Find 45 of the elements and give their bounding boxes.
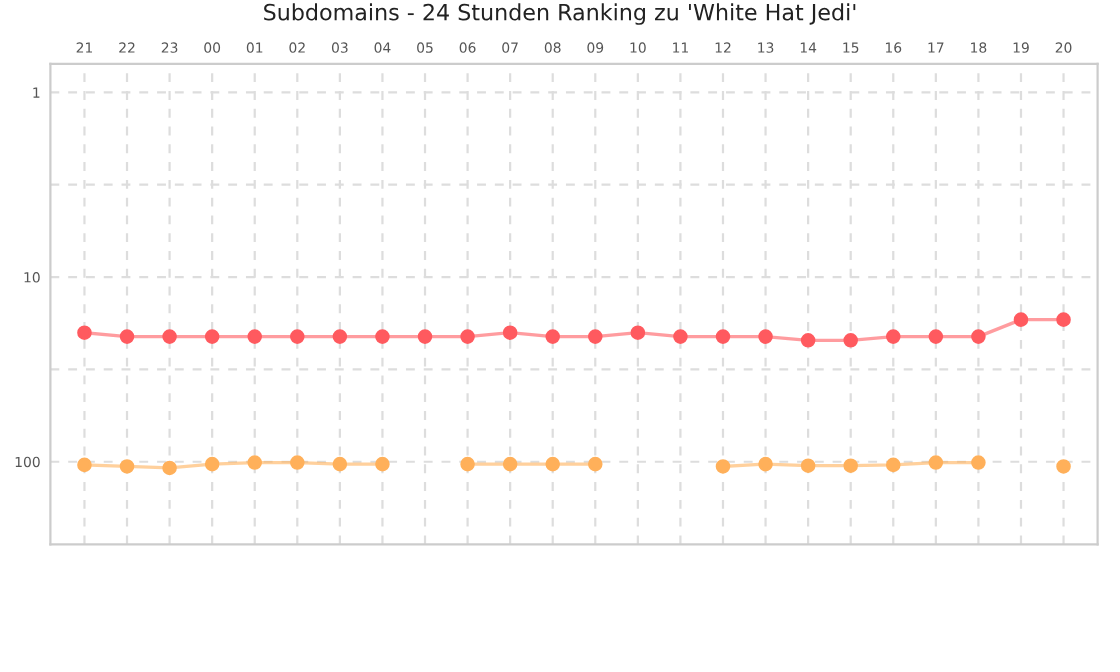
point [375, 329, 390, 344]
point [290, 329, 305, 344]
point [332, 329, 348, 344]
point [800, 458, 816, 473]
point [758, 456, 773, 472]
point [1056, 459, 1071, 474]
point [588, 329, 603, 344]
point [162, 329, 177, 344]
point [673, 329, 688, 344]
point [247, 455, 263, 470]
point [928, 329, 944, 344]
point [928, 455, 944, 470]
point [758, 329, 773, 344]
point [1056, 312, 1071, 327]
point [843, 333, 858, 348]
point [119, 459, 135, 474]
point [460, 329, 475, 344]
point [715, 459, 731, 474]
point [843, 458, 858, 473]
point [885, 329, 901, 344]
point [204, 329, 220, 344]
point [247, 329, 263, 344]
point [460, 456, 475, 472]
point [502, 456, 518, 472]
point [162, 460, 177, 476]
point [77, 325, 92, 340]
point [971, 455, 986, 470]
point [204, 456, 220, 472]
point [77, 457, 92, 473]
point [290, 455, 305, 470]
point [630, 325, 646, 340]
point [119, 329, 135, 344]
point [800, 333, 816, 348]
point [332, 456, 348, 472]
point [375, 456, 390, 472]
point [545, 329, 560, 344]
point [417, 329, 433, 344]
point [502, 325, 518, 340]
point [885, 457, 901, 473]
chart-title: Subdomains - 24 Stunden Ranking zu 'White Hat Jedi' [264, 3, 856, 25]
point [1013, 312, 1029, 327]
point [588, 456, 603, 472]
point [971, 329, 986, 344]
point [715, 329, 731, 344]
point [545, 456, 560, 472]
